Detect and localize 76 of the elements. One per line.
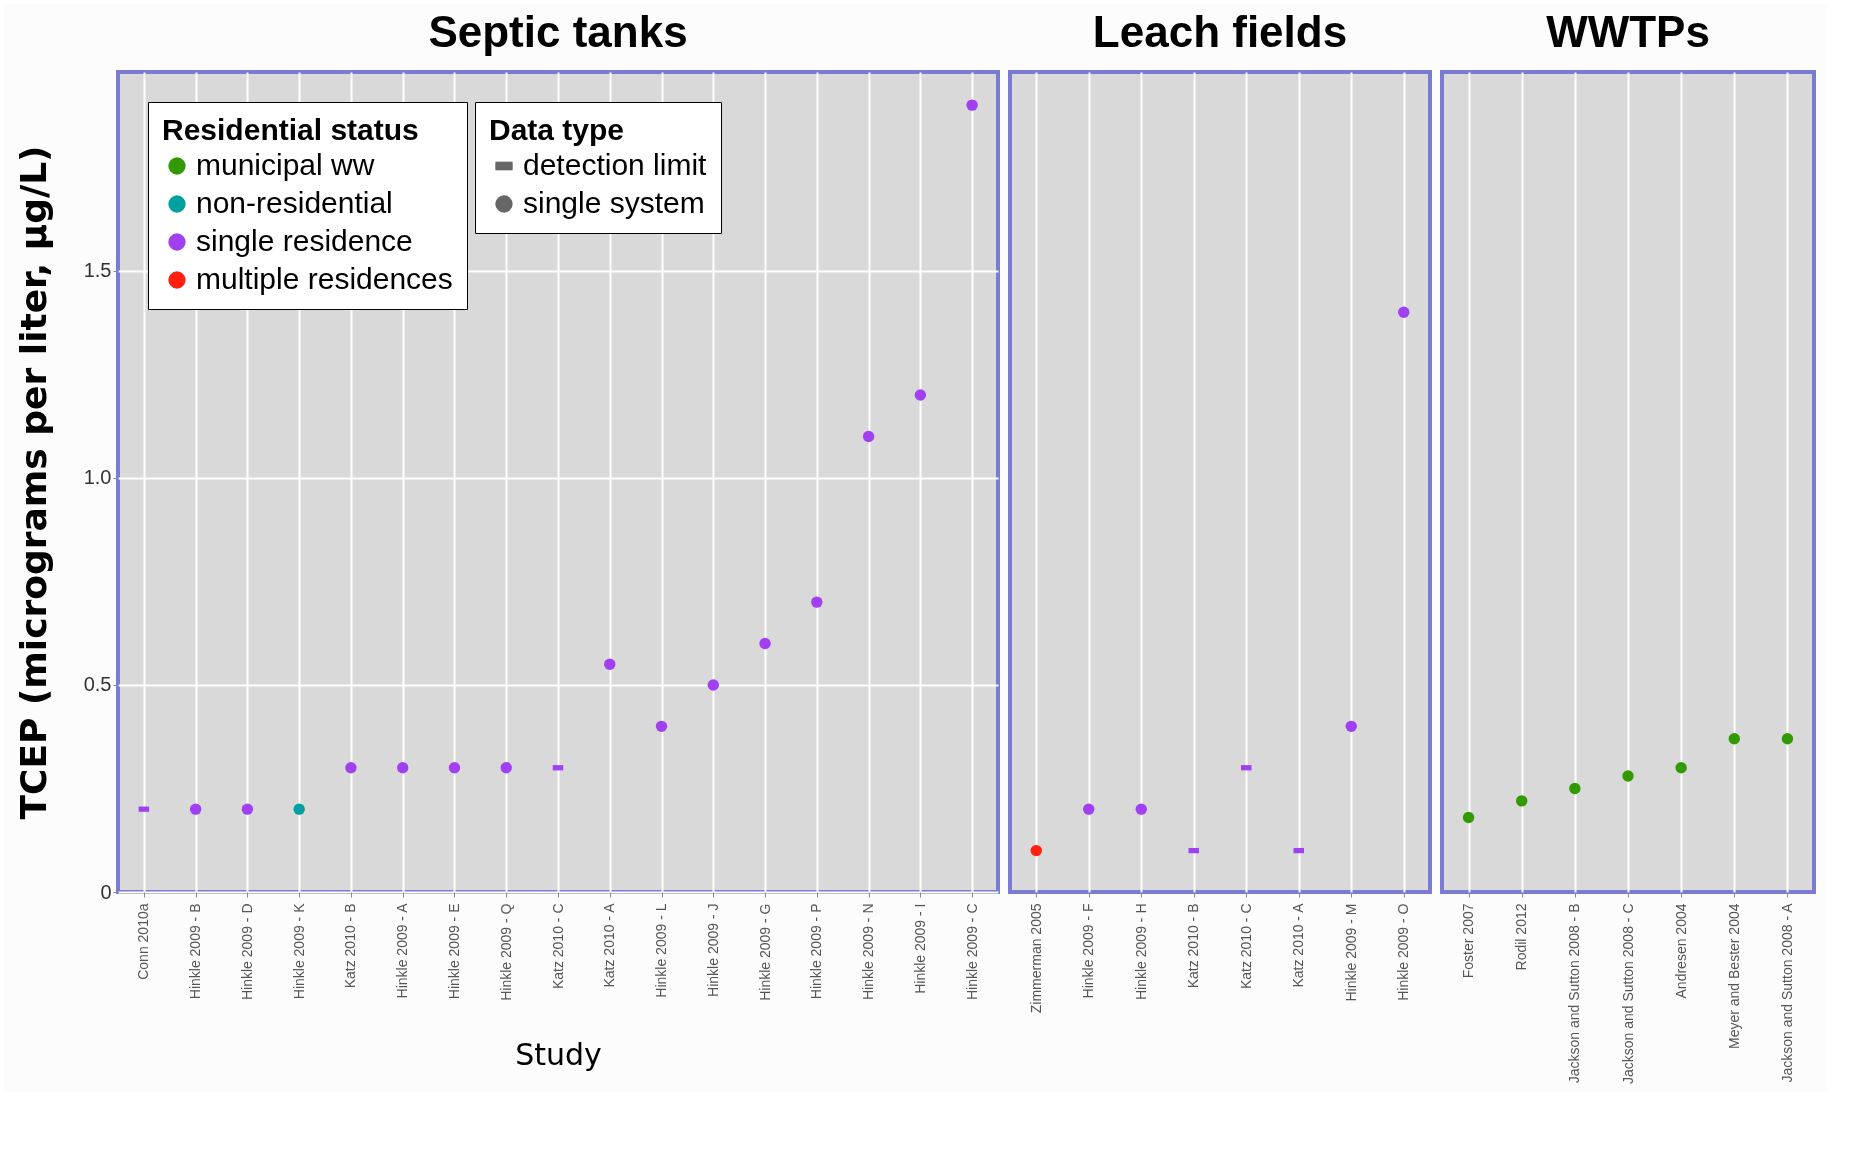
- x-tick-label: Jackson and Sutton 2008 - B: [1566, 903, 1583, 1084]
- point: [1398, 306, 1410, 318]
- point: [1083, 803, 1095, 815]
- y-tick-label: 0: [100, 880, 112, 903]
- x-tick-label: Hinkle 2009 - Q: [497, 903, 514, 1001]
- point: [1135, 803, 1147, 815]
- x-tick-label: Hinkle 2009 - N: [860, 903, 877, 1000]
- x-tick-label: Katz 2010 - B: [342, 903, 359, 989]
- x-tick-label: Hinkle 2009 - K: [290, 902, 307, 1000]
- x-tick-label: Hinkle 2009 - D: [238, 903, 255, 1000]
- x-tick-label: Hinkle 2009 - A: [394, 902, 411, 999]
- x-tick-label: Hinkle 2009 - E: [445, 903, 462, 1000]
- x-tick-label: Hinkle 2009 - J: [704, 903, 721, 997]
- x-tick-label: Conn 2010a: [135, 903, 152, 980]
- chart-title: Leach fields: [1092, 7, 1348, 56]
- point: [1516, 795, 1528, 807]
- x-tick-label: Katz 2010 - C: [549, 903, 566, 990]
- legend-label: multiple residences: [196, 262, 453, 295]
- chart-title: WWTPs: [1546, 7, 1710, 56]
- x-tick-label: Katz 2010 - C: [1237, 903, 1254, 990]
- point: [345, 762, 357, 774]
- x-tick-label: Hinkle 2009 - H: [1132, 903, 1149, 1000]
- x-tick-label: Hinkle 2009 - O: [1395, 903, 1412, 1001]
- annotation: single system: [523, 186, 705, 219]
- point: [448, 762, 461, 774]
- x-tick-label: Katz 2010 - B: [1185, 903, 1202, 989]
- point: [1781, 733, 1794, 745]
- annotation: detection limit: [523, 148, 708, 181]
- x-tick-label: Rodil 2012: [1513, 903, 1530, 971]
- legend-title: Residential status: [162, 113, 419, 146]
- annotation: Data type: [489, 113, 625, 146]
- x-tick-label: Jackson and Sutton 2008 - C: [1619, 903, 1636, 1085]
- point: [397, 762, 409, 774]
- point: [1569, 782, 1581, 795]
- x-axis-title: Study: [515, 1036, 602, 1072]
- point: [966, 99, 978, 111]
- x-tick-label: Hinkle 2009 - B: [187, 903, 204, 1000]
- point: [1675, 762, 1687, 774]
- point: [862, 430, 875, 443]
- y-tick-label: 0.5: [83, 673, 112, 696]
- point: [1622, 770, 1634, 782]
- x-tick-label: Hinkle 2009 - F: [1080, 903, 1097, 999]
- y-axis-title: TCEP (micrograms per liter, µg/L): [12, 145, 54, 820]
- x-tick-label: Jackson and Sutton 2008 - A: [1778, 902, 1795, 1083]
- point: [604, 658, 616, 670]
- x-tick-label: Hinkle 2009 - P: [808, 903, 825, 1000]
- point: [811, 596, 823, 608]
- point: [1462, 811, 1475, 824]
- x-tick-label: Zimmerman 2005: [1027, 903, 1044, 1014]
- legend-label: non-residential: [196, 186, 393, 219]
- point: [1030, 844, 1042, 857]
- x-tick-label: Hinkle 2009 - G: [756, 903, 773, 1001]
- y-tick-label: 1.5: [83, 259, 112, 282]
- point: [914, 389, 927, 401]
- point: [500, 762, 512, 774]
- point: [759, 637, 771, 650]
- point: [1728, 733, 1740, 745]
- chart-title: Septic tanks: [428, 7, 688, 56]
- x-tick-label: Foster 2007: [1460, 903, 1477, 979]
- x-tick-label: Katz 2010 - A: [1290, 902, 1307, 988]
- point: [241, 803, 254, 815]
- point: [189, 803, 202, 815]
- x-tick-label: Katz 2010 - A: [601, 902, 618, 988]
- point: [293, 803, 305, 815]
- y-tick-label: 1.0: [83, 466, 112, 489]
- point: [707, 679, 719, 691]
- legend-label: municipal ww: [196, 148, 375, 181]
- point: [655, 720, 668, 733]
- x-tick-label: Hinkle 2009 - M: [1342, 903, 1359, 1002]
- point: [1345, 720, 1357, 733]
- x-tick-label: Hinkle 2009 - I: [911, 903, 928, 994]
- x-tick-label: Meyer and Bester 2004: [1725, 903, 1742, 1050]
- legend-label: single residence: [196, 224, 413, 257]
- x-tick-label: Hinkle 2009 - L: [653, 903, 670, 998]
- x-tick-label: Andresen 2004: [1672, 903, 1689, 999]
- x-tick-label: Hinkle 2009 - C: [963, 903, 980, 1000]
